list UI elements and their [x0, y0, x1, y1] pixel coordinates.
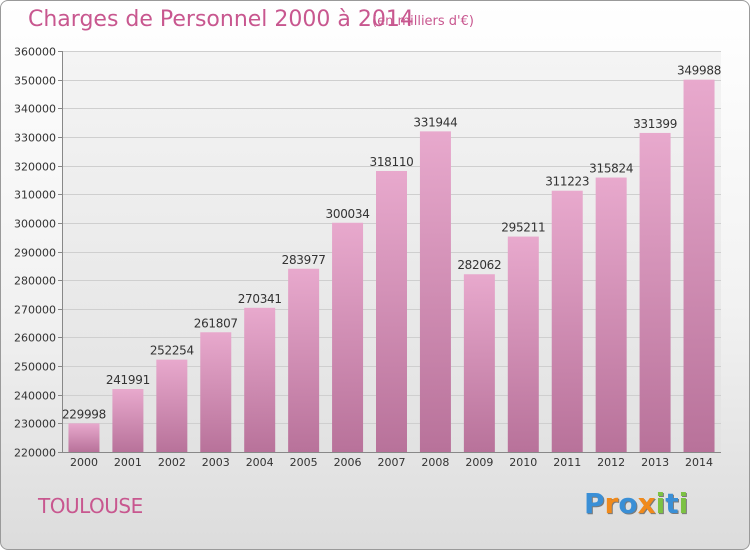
x-tick-label: 2011 [553, 456, 581, 469]
y-tick-label: 250000 [14, 361, 56, 374]
x-tick-label: 2013 [641, 456, 669, 469]
bar-value-label: 229998 [62, 407, 106, 421]
y-tick-label: 260000 [14, 332, 56, 345]
bar-value-label: 331944 [413, 115, 457, 129]
x-tick-label: 2009 [465, 456, 493, 469]
bar-value-label: 252254 [150, 344, 194, 358]
bar-value-label: 331399 [633, 117, 677, 131]
y-tick-label: 310000 [14, 189, 56, 202]
logo-letter: P [584, 487, 605, 520]
y-axis: 220000 230000 240000 250000 260000 270000 2800… [14, 46, 63, 460]
bar [683, 79, 715, 452]
x-tick-label: 2004 [246, 456, 274, 469]
y-tick-label: 290000 [14, 247, 56, 260]
bar [376, 170, 407, 452]
bar [332, 222, 364, 452]
bar [463, 274, 495, 452]
city-label: TOULOUSE [38, 494, 143, 518]
x-tick-label: 2010 [509, 456, 537, 469]
y-tick-label: 320000 [14, 161, 56, 174]
y-tick-label: 340000 [14, 103, 56, 116]
chart-title: Charges de Personnel 2000 à 2014 [28, 7, 414, 32]
y-tick-label: 360000 [14, 46, 56, 59]
bar-value-label: 315824 [589, 162, 633, 176]
y-tick-label: 220000 [14, 447, 56, 460]
x-tick-label: 2012 [597, 456, 625, 469]
y-tick-label: 350000 [14, 75, 56, 88]
y-tick-label: 280000 [14, 275, 56, 288]
bar-value-label: 241991 [106, 373, 150, 387]
bar [288, 268, 320, 452]
bar-value-label: 295211 [501, 221, 545, 235]
x-tick-label: 2005 [290, 456, 318, 469]
bar [507, 236, 539, 452]
x-tick-label: 2002 [158, 456, 186, 469]
bar [156, 359, 188, 452]
bar-value-label: 349988 [677, 64, 721, 78]
x-tick-label: 2001 [114, 456, 142, 469]
y-tick-label: 330000 [14, 132, 56, 145]
bar [595, 177, 627, 452]
bar [200, 332, 232, 452]
y-tick-label: 270000 [14, 304, 56, 317]
logo-letter: x [637, 487, 656, 520]
y-tick-label: 230000 [14, 418, 56, 431]
x-tick-label: 2003 [202, 456, 230, 469]
logo-letter: r [604, 487, 619, 520]
bar-value-label: 318110 [369, 155, 413, 169]
x-tick-label: 2000 [70, 456, 98, 469]
logo-letter: i [678, 487, 689, 520]
bar [551, 190, 583, 453]
bar [639, 132, 671, 452]
logo-letter: o [618, 487, 638, 520]
logo-letter: i [655, 487, 666, 520]
chart-subtitle: (en milliers d'€) [372, 14, 474, 29]
logo-letter: t [665, 487, 679, 520]
x-tick-label: 2007 [378, 456, 406, 469]
y-tick-label: 300000 [14, 218, 56, 231]
bar-value-label: 270341 [238, 292, 282, 306]
proxiti-logo: Proxiti [584, 487, 688, 520]
bars [68, 79, 715, 453]
x-tick-label: 2008 [421, 456, 449, 469]
bar-value-label: 300034 [326, 207, 370, 221]
x-tick-label: 2014 [685, 456, 713, 469]
y-tick-label: 240000 [14, 390, 56, 403]
x-axis: 2000 2001 2002 2003 2004 2005 2006 2007 2008 2009… [62, 452, 721, 469]
bar [68, 423, 100, 452]
bar-value-label: 261807 [194, 316, 238, 330]
bar-value-label: 282062 [457, 258, 501, 272]
bar [244, 307, 276, 452]
bar [419, 131, 451, 452]
x-tick-label: 2006 [334, 456, 362, 469]
bar-value-label: 311223 [545, 175, 589, 189]
bar-value-label: 283977 [282, 253, 326, 267]
bar [112, 389, 144, 452]
